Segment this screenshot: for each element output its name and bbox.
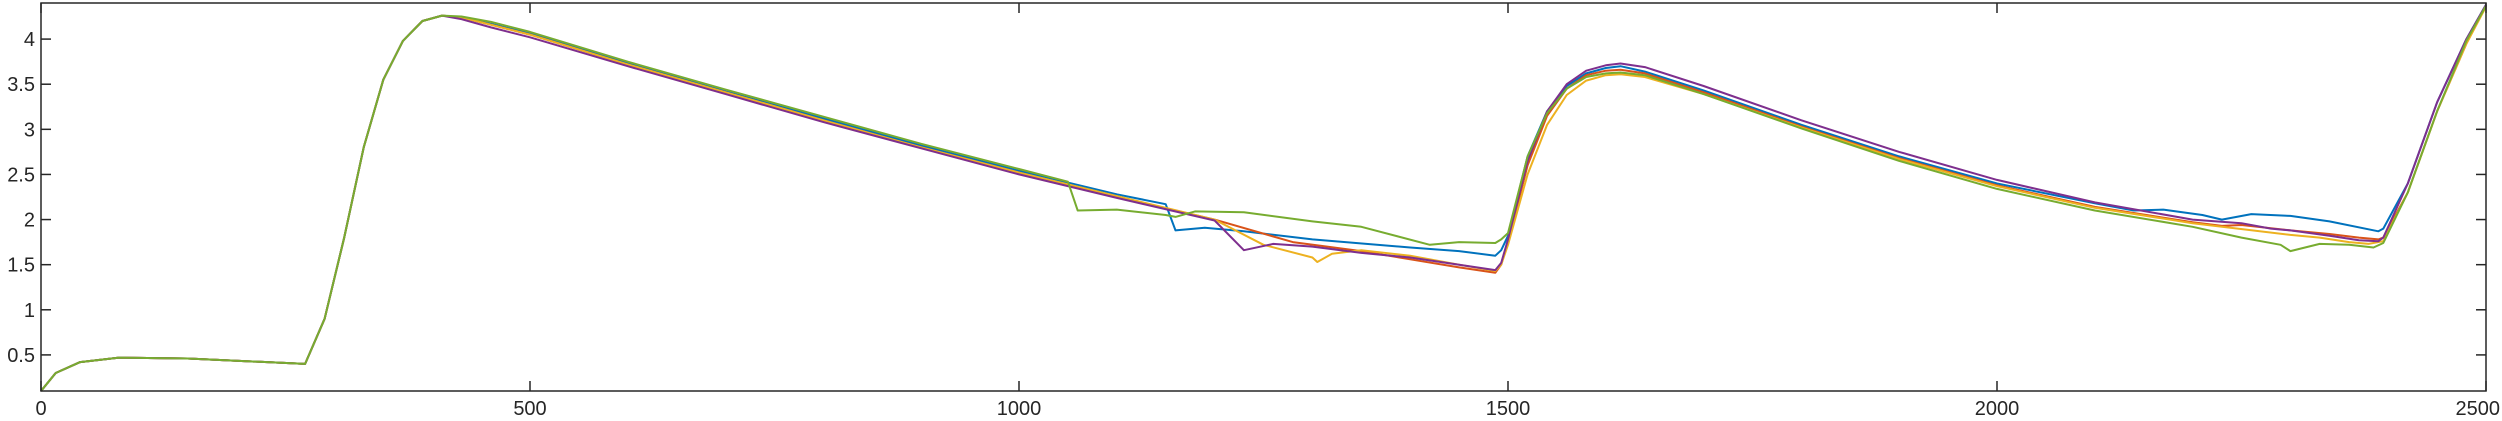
x-tick-label-2000: 2000: [1975, 398, 2020, 420]
y-tick-label-2: 2: [24, 210, 35, 232]
x-tick-label-2500: 2500: [2456, 398, 2501, 420]
x-tick-label-500: 500: [513, 398, 546, 420]
x-tick-label-0: 0: [35, 398, 46, 420]
y-tick-label-3.5: 3.5: [7, 74, 35, 96]
y-tick-label-0.5: 0.5: [7, 345, 35, 367]
series-layer: [40, 4, 2487, 392]
y-tick-label-1.5: 1.5: [7, 255, 35, 277]
x-tick-label-1000: 1000: [997, 398, 1042, 420]
y-tick-label-3: 3: [24, 119, 35, 141]
plot-area-box: [40, 2, 2487, 392]
y-tick-label-1: 1: [24, 300, 35, 322]
y-tick-label-2.5: 2.5: [7, 164, 35, 186]
plot-area-background: [41, 3, 2486, 391]
x-tick-label-1500: 1500: [1486, 398, 1531, 420]
y-tick-label-4: 4: [24, 29, 35, 51]
series-line-5: [40, 5, 2487, 392]
